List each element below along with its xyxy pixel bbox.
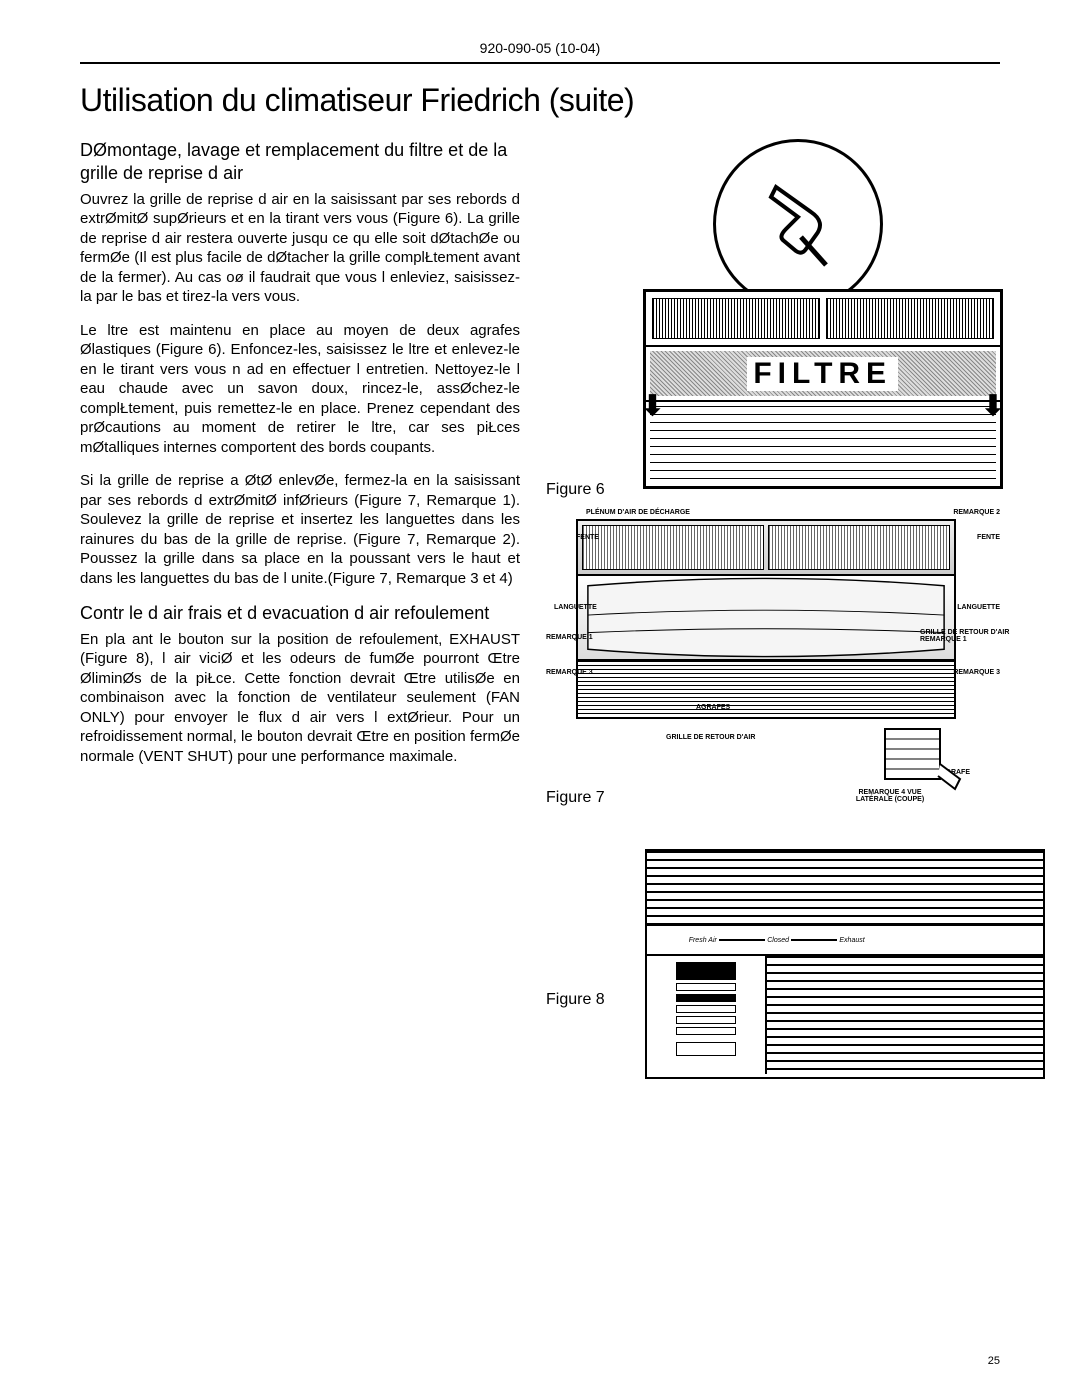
fig7-fente-l: FENTE xyxy=(576,534,599,541)
fig7-languette-l: LANGUETTE xyxy=(554,604,597,611)
figure-8: Fresh Air Closed Exhaust xyxy=(615,849,1000,1089)
fig7-side-view xyxy=(880,724,980,804)
fig8-label: Figure 8 xyxy=(546,991,605,1009)
fig7-rem3-l: REMARQUE 3 xyxy=(546,669,593,676)
fig6-detail-circle xyxy=(713,139,883,309)
fig6-label: Figure 6 xyxy=(546,481,605,499)
fig8-top-louvers xyxy=(647,851,1043,926)
fig7-languette-r: LANGUETTE xyxy=(957,604,1000,611)
fig7-ac-unit xyxy=(576,519,956,719)
section2-heading: Contr le d air frais et d evacuation d a… xyxy=(80,602,520,625)
fig6-ac-unit: FILTRE ⬇ ⬇ xyxy=(643,289,1003,489)
fig7-grille: GRILLE DE RETOUR D'AIR xyxy=(666,734,755,741)
fig7-rem1-l: REMARQUE 1 xyxy=(546,634,593,641)
section1-heading: DØmontage, lavage et remplacement du fil… xyxy=(80,139,520,186)
fig7-return-grille xyxy=(578,661,954,716)
page-title: Utilisation du climatiseur Friedrich (su… xyxy=(80,82,1000,119)
fig7-front-curve xyxy=(578,576,954,661)
document-number: 920-090-05 (10-04) xyxy=(80,40,1000,64)
fig6-vent-left xyxy=(652,298,820,339)
section2-p1: En pla ant le bouton sur la position de … xyxy=(80,630,520,767)
fig7-rem3-r: REMARQUE 3 xyxy=(953,669,1000,676)
fig8-ac-unit: Fresh Air Closed Exhaust xyxy=(645,849,1045,1079)
page-number: 25 xyxy=(988,1355,1000,1367)
fig6-louvers xyxy=(650,406,996,486)
section1-p1: Ouvrez la grille de reprise d air en la … xyxy=(80,190,520,307)
fig8-slider-row: Fresh Air Closed Exhaust xyxy=(647,926,1043,956)
pull-tab-icon xyxy=(756,177,846,272)
section1-p3: Si la grille de reprise a ØtØ enlevØe, f… xyxy=(80,471,520,588)
fig8-control-panel xyxy=(647,956,767,1074)
fig8-exhaust-label: Exhaust xyxy=(837,937,866,944)
fig7-plenum-label: PLÉNUM D'AIR DE DÉCHARGE xyxy=(586,509,690,516)
text-column: DØmontage, lavage et remplacement du fil… xyxy=(80,139,520,1089)
down-arrow-icon: ⬇ xyxy=(641,389,664,422)
figure-6: FILTRE ⬇ ⬇ xyxy=(613,139,1000,509)
fig8-fresh-label: Fresh Air xyxy=(687,937,719,944)
fig6-vent-right xyxy=(826,298,994,339)
fig7-rem1-r: GRILLE DE RETOUR D'AIR REMARQUE 1 xyxy=(920,629,1020,643)
fig8-closed-label: Closed xyxy=(765,937,791,944)
fig6-filter-label: FILTRE xyxy=(747,357,898,391)
fig7-rem2-label: REMARQUE 2 xyxy=(953,509,1000,516)
fig7-fente-r: FENTE xyxy=(977,534,1000,541)
figure-7: PLÉNUM D'AIR DE DÉCHARGE REMARQUE 2 FENT… xyxy=(546,509,1000,829)
section1-p2: Le ltre est maintenu en place au moyen d… xyxy=(80,321,520,458)
fig7-agrafes: AGRAFES xyxy=(696,704,730,711)
fig8-vent-slider: Fresh Air Closed Exhaust xyxy=(687,932,867,948)
fig8-right-louvers xyxy=(767,956,1043,1074)
figure-column: Figure 6 xyxy=(536,139,1000,1089)
down-arrow-icon: ⬇ xyxy=(981,389,1004,422)
fig7-plenum xyxy=(578,521,954,576)
